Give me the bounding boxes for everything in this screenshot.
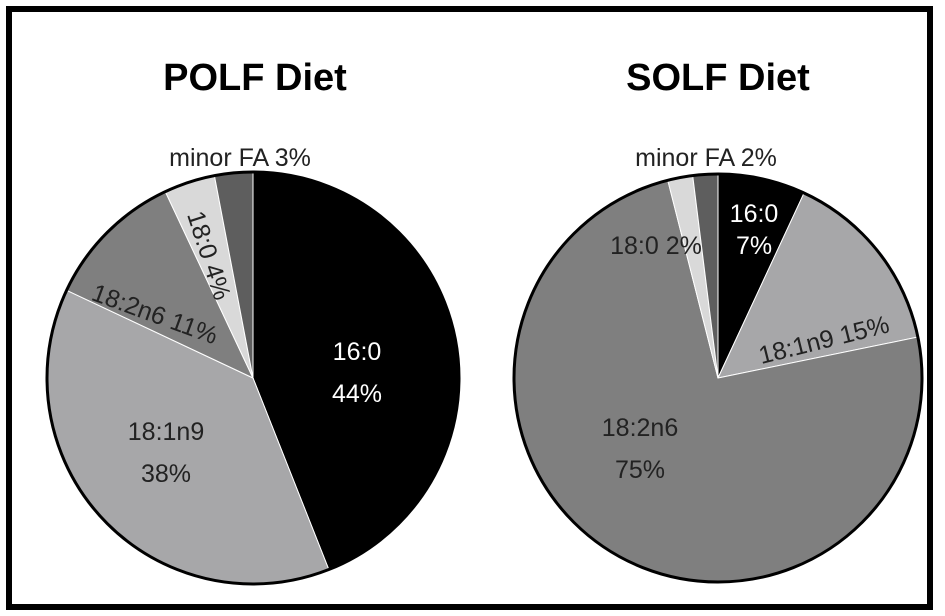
slice-label-polf-1: 18:1n9 38% [128, 418, 204, 488]
pie-solf [512, 172, 924, 584]
slice-label-solf-2: 18:2n6 75% [602, 414, 678, 484]
pie-outline-solf [512, 172, 924, 584]
chart-title-polf: POLF Diet [163, 57, 347, 99]
pie-polf [45, 170, 461, 586]
slice-label-solf-0: 16:0 7% [730, 200, 779, 260]
pie-outline-polf [45, 170, 461, 586]
chart-title-solf: SOLF Diet [626, 57, 810, 99]
slice-label-solf-4: minor FA 2% [635, 144, 777, 172]
slice-label-solf-3: 18:0 2% [610, 232, 702, 260]
slice-label-polf-0: 16:0 44% [332, 338, 382, 408]
slice-label-polf-4: minor FA 3% [169, 144, 311, 172]
